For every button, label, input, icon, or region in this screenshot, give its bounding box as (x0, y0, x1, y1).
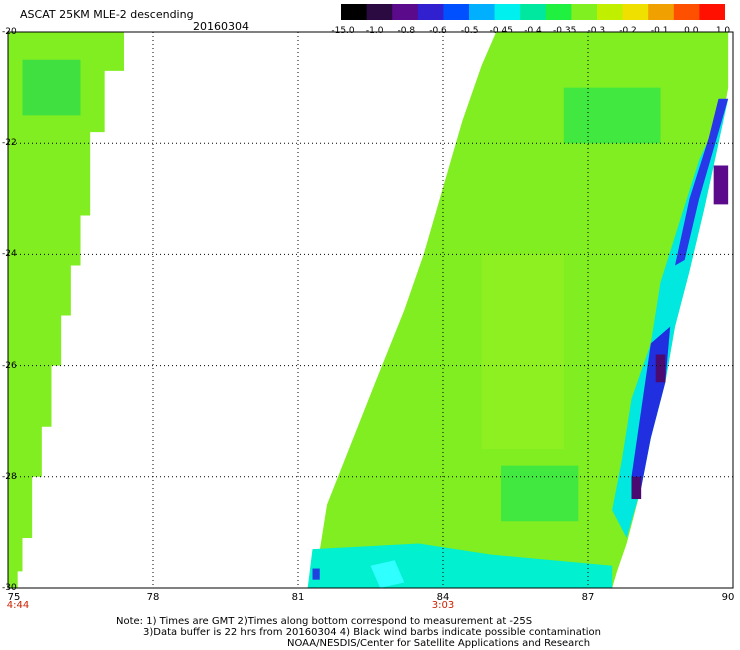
colorbar-swatch (699, 4, 725, 20)
colorbar-tick-label: -1.0 (365, 26, 384, 36)
colorbar-tick-label: -0.1 (650, 26, 669, 36)
colorbar-tick-label: -0.35 (553, 26, 577, 36)
colorbar-tick-label: -15.0 (331, 26, 355, 36)
colorbar-swatch (545, 4, 572, 20)
colorbar-swatch (494, 4, 521, 20)
lat-tick-label: -26 (2, 360, 17, 371)
colorbar-swatch (443, 4, 470, 20)
colorbar-swatch (392, 4, 419, 20)
west-swath (8, 32, 124, 588)
colorbar-tick-label: -0.2 (619, 26, 637, 36)
pass-time-label: 3:03 (431, 600, 455, 611)
colorbar-tick-label: -0.3 (587, 26, 606, 36)
green-patch-b (563, 87, 661, 144)
colorbar-swatch (673, 4, 700, 20)
colorbar-tick-label: -0.8 (397, 26, 416, 36)
lat-tick-label: -24 (2, 249, 17, 260)
lat-tick-label: -28 (2, 471, 17, 482)
yellowgreen-patch-a (481, 254, 564, 449)
purple-patch-mid (655, 354, 666, 383)
colorbar (341, 4, 725, 20)
colorbar-swatch (341, 4, 368, 20)
lon-tick-label: 87 (581, 592, 595, 603)
colorbar-swatch (622, 4, 649, 20)
lat-tick-label: -20 (2, 27, 17, 37)
note-line-3: NOAA/NESDIS/Center for Satellite Applica… (287, 638, 591, 649)
colorbar-tick-label: -0.45 (489, 26, 513, 36)
colorbar-swatch (571, 4, 598, 20)
pass-time-label: 4:44 (6, 600, 30, 611)
colorbar-tick-label: -0.5 (460, 26, 479, 36)
blue-spot-sw (312, 568, 320, 580)
purple-patch-south (631, 476, 642, 500)
green-patch-west (22, 59, 81, 116)
purple-patch-north (713, 165, 729, 205)
lat-tick-label: -22 (2, 138, 17, 149)
colorbar-swatch (520, 4, 547, 20)
map-date: 20160304 (193, 20, 249, 33)
light-cyan-spot (370, 560, 405, 588)
colorbar-tick-label: -0.4 (524, 26, 542, 36)
colorbar-tick-label: -0.6 (429, 26, 447, 36)
colorbar-swatch (648, 4, 675, 20)
green-patch-c (501, 465, 579, 522)
lon-tick-label: 90 (721, 592, 735, 603)
note-line-2: 3)Data buffer is 22 hrs from 20160304 4)… (143, 627, 601, 638)
colorbar-swatch (469, 4, 496, 20)
swath-layer (8, 32, 729, 588)
colorbar-swatch (417, 4, 444, 20)
colorbar-tick-label: 0.0 (684, 26, 699, 36)
colorbar-tick-label: 1.0 (715, 26, 731, 36)
lon-tick-label: 81 (291, 592, 305, 603)
note-line-1: Note: 1) Times are GMT 2)Times along bot… (116, 616, 533, 627)
lon-tick-label: 75 (7, 592, 21, 603)
lat-tick-label: -30 (2, 583, 17, 593)
plot-frame (7, 31, 734, 589)
lon-tick-label: 84 (436, 592, 450, 603)
map-title: ASCAT 25KM MLE-2 descending (20, 8, 194, 21)
lon-tick-label: 78 (146, 592, 160, 603)
colorbar-swatch (597, 4, 624, 20)
blue-coast-band (675, 98, 729, 266)
colorbar-swatch (366, 4, 393, 20)
